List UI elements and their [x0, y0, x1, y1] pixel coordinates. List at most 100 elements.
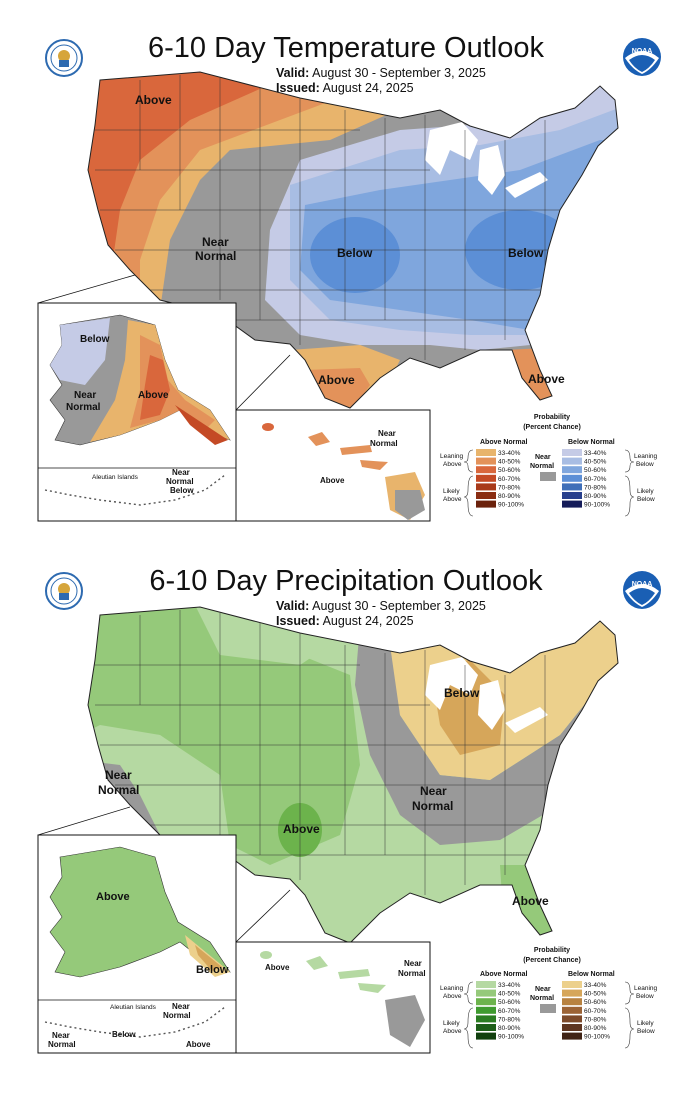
doc-seal-logo: [45, 39, 83, 77]
svg-text:NOAA: NOAA: [632, 48, 653, 55]
legend-below-range-6: 80-90%: [584, 1025, 607, 1032]
legend-above-swatch-2: [476, 457, 496, 465]
legend-above-swatch-1: [476, 981, 496, 988]
precip-label-above-florida: Above: [512, 894, 549, 908]
legend-above-range-5: 70-80%: [498, 484, 521, 491]
precip-aleutian-near-l: Near: [52, 1031, 70, 1040]
precipitation-valid: Valid: August 30 - September 3, 2025: [276, 599, 486, 613]
legend-above-swatch-7: [476, 500, 496, 508]
label-near-normal-west-1: Near: [202, 235, 229, 249]
label-below-central: Below: [337, 246, 373, 260]
legend-above-range-7: 90-100%: [498, 1034, 524, 1041]
precip-legend-likely-below-1: Likely: [637, 1020, 654, 1027]
precip-doc-seal-logo: [45, 572, 83, 610]
legend-above-range-7: 90-100%: [498, 502, 524, 509]
hi-label-near-2: Normal: [370, 439, 398, 448]
precipitation-map: Below Near Normal Near Normal Above Abov…: [37, 606, 658, 1054]
legend-above-swatch-6: [476, 492, 496, 499]
ak-label-above: Above: [138, 390, 169, 401]
legend-above-range-4: 60-70%: [498, 476, 521, 483]
legend-below-swatch-7: [562, 1032, 582, 1040]
legend-below-swatch-5: [562, 1015, 582, 1023]
legend-likely-below-1: Likely: [637, 488, 654, 495]
legend-above-swatch-6: [476, 1024, 496, 1031]
noaa-logo: NOAA: [623, 38, 661, 76]
label-above-texas: Above: [318, 373, 355, 387]
temperature-valid-value: August 30 - September 3, 2025: [312, 66, 486, 80]
legend-above-header: Above Normal: [480, 439, 528, 446]
legend-below-swatch-4: [562, 1006, 582, 1014]
precip-hi-label-near-2: Normal: [398, 969, 426, 978]
legend-below-range-6: 80-90%: [584, 493, 607, 500]
legend-below-swatch-4: [562, 474, 582, 482]
legend-below-swatch-2: [562, 457, 582, 465]
precip-legend-above-header: Above Normal: [480, 971, 528, 978]
legend-below-header: Below Normal: [568, 439, 615, 446]
aleutian-islands-label: Aleutian Islands: [92, 474, 139, 481]
hi-label-above: Above: [320, 476, 345, 485]
precip-legend-near-2: Normal: [530, 995, 554, 1002]
legend-below-swatch-6: [562, 1024, 582, 1031]
legend-below-swatch-5: [562, 483, 582, 491]
legend-above-range-1: 33-40%: [498, 982, 521, 989]
legend-heading-2: (Percent Chance): [523, 424, 581, 431]
legend-likely-above-1: Likely: [443, 488, 460, 495]
temperature-outlook-panel: Above Near Normal Below Below Above Abov…: [0, 0, 692, 540]
precip-hi-label-near-1: Near: [404, 959, 422, 968]
aleutian-near: Near: [172, 468, 190, 477]
legend-below-range-4: 60-70%: [584, 1008, 607, 1015]
legend-above-swatch-3: [476, 998, 496, 1006]
legend-leaning-above-1: Leaning: [440, 453, 464, 460]
precip-legend-leaning-below-2: Below: [636, 993, 654, 1000]
precip-aleutian-below: Below: [112, 1030, 136, 1039]
legend-below-swatch-2: [562, 989, 582, 997]
precip-aleutian-islands: Aleutian Islands: [110, 1004, 157, 1011]
precip-aleutian-normal-l: Normal: [48, 1040, 76, 1049]
legend-above-range-2: 40-50%: [498, 991, 521, 998]
legend-leaning-below-1: Leaning: [634, 453, 658, 460]
legend-above-range-3: 50-60%: [498, 467, 521, 474]
legend-above-range-3: 50-60%: [498, 999, 521, 1006]
legend-above-swatch-7: [476, 1032, 496, 1040]
label-below-east: Below: [508, 246, 544, 260]
legend-below-range-2: 40-50%: [584, 991, 607, 998]
legend-below-range-7: 90-100%: [584, 1034, 610, 1041]
legend-above-range-5: 70-80%: [498, 1016, 521, 1023]
legend-below-range-3: 50-60%: [584, 999, 607, 1006]
precip-label-near-ohio-1: Near: [420, 784, 447, 798]
precip-legend-near-1: Near: [535, 986, 551, 993]
precip-ak-label-above: Above: [96, 891, 130, 903]
temperature-issued-label: Issued:: [276, 81, 320, 95]
legend-above-swatch-4: [476, 1006, 496, 1014]
precip-alaska-map: [49, 846, 231, 978]
legend-above-swatch-5: [476, 483, 496, 491]
temperature-issued: Issued: August 24, 2025: [276, 81, 414, 95]
precip-legend-leaning-above-2: Above: [443, 993, 462, 1000]
precipitation-issued: Issued: August 24, 2025: [276, 614, 414, 628]
precip-aleutian-near-r: Near: [172, 1002, 190, 1011]
precipitation-legend: Probability (Percent Chance) Above Norma…: [440, 947, 658, 1049]
legend-below-range-1: 33-40%: [584, 450, 607, 457]
ak-label-below: Below: [80, 334, 110, 345]
aleutian-below: Below: [170, 486, 194, 495]
legend-below-swatch-1: [562, 449, 582, 456]
precip-label-near-ca-2: Normal: [98, 783, 139, 797]
legend-above-range-4: 60-70%: [498, 1008, 521, 1015]
precip-legend-leaning-below-1: Leaning: [634, 985, 658, 992]
precip-legend-heading-2: (Percent Chance): [523, 957, 581, 964]
precip-hi-label-above: Above: [265, 963, 290, 972]
precip-legend-near-swatch: [540, 1004, 556, 1013]
legend-leaning-below-2: Below: [636, 461, 654, 468]
precipitation-issued-value: August 24, 2025: [322, 614, 414, 628]
legend-below-range-5: 70-80%: [584, 484, 607, 491]
precip-hawaii-map: [260, 951, 425, 1047]
legend-near-1: Near: [535, 454, 551, 461]
aleutian-normal: Normal: [166, 477, 194, 486]
precip-legend-leaning-above-1: Leaning: [440, 985, 464, 992]
precip-label-above-texas: Above: [283, 822, 320, 836]
ak-label-near-2: Normal: [66, 402, 101, 413]
legend-below-swatch-6: [562, 492, 582, 499]
legend-above-range-6: 80-90%: [498, 493, 521, 500]
precipitation-valid-label: Valid:: [276, 599, 310, 613]
legend-below-swatch-1: [562, 981, 582, 988]
